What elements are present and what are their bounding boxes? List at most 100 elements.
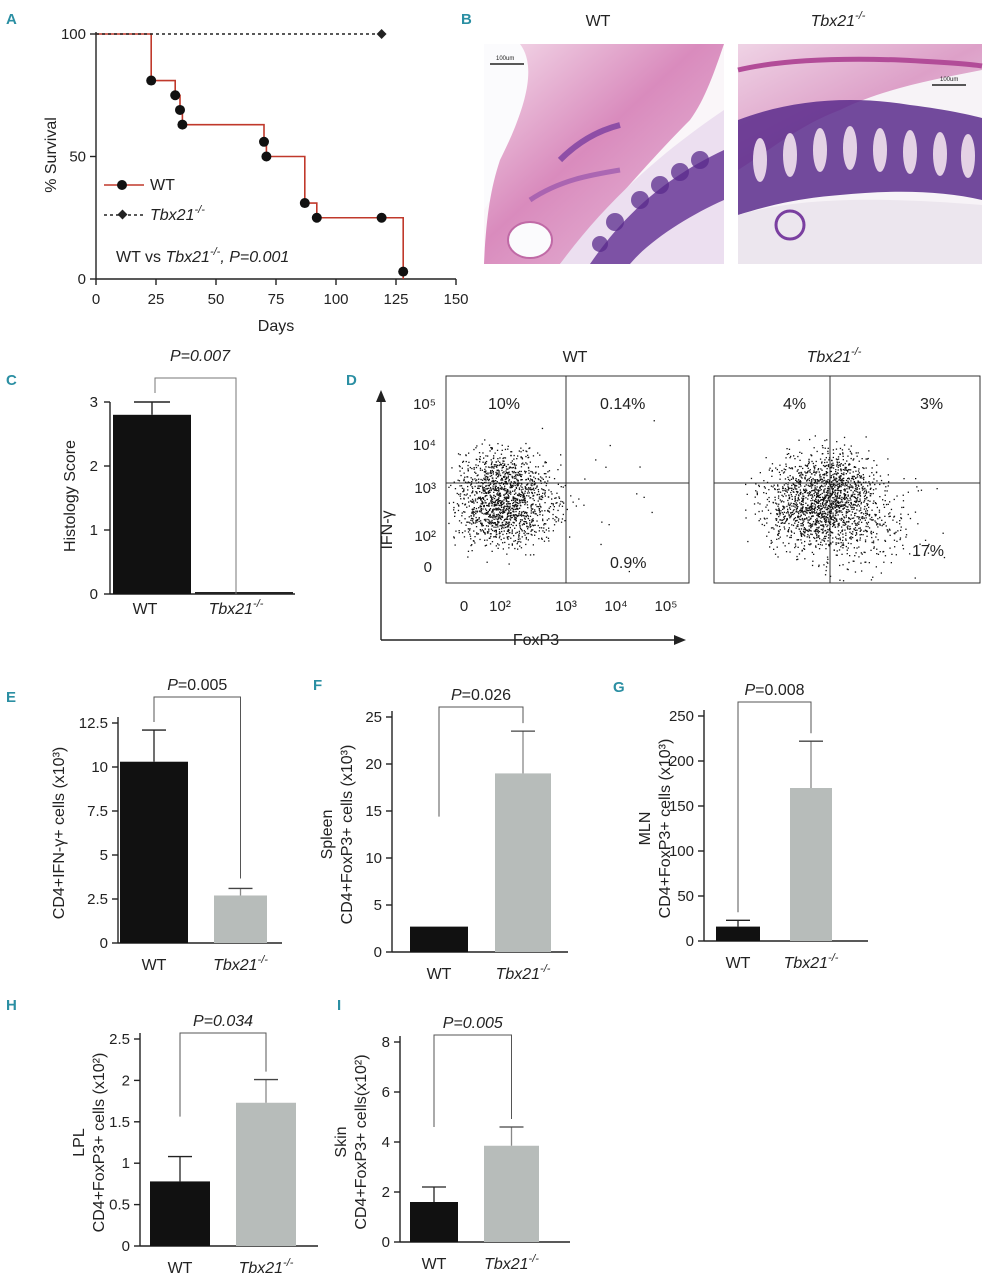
d-tbx21-event [824, 495, 826, 498]
d-tbx21-event [825, 513, 827, 515]
d-wt-event [496, 504, 498, 506]
d-tbx21-event [895, 554, 897, 556]
d-tbx21-event [864, 487, 866, 490]
c-x-tbx21-sup: -/- [253, 598, 264, 610]
d-tbx21-event [860, 517, 863, 519]
d-tbx21-event [819, 458, 822, 460]
d-tbx21-event [856, 509, 858, 511]
d-tbx21-sup: -/- [851, 346, 862, 358]
d-wt-event [528, 487, 530, 489]
d-wt-event [481, 443, 483, 445]
d-wt-event [552, 503, 554, 505]
d-tbx21-event [846, 526, 848, 528]
d-tbx21-event [856, 487, 858, 489]
d-wt-event [499, 495, 502, 497]
d-wt-event [479, 529, 481, 531]
d-tbx21-event [801, 452, 803, 454]
d-tbx21-event [869, 493, 871, 495]
d-tbx21-event [814, 488, 816, 490]
d-tbx21-event [817, 502, 819, 504]
d-tbx21-event [837, 502, 840, 504]
d-tbx21-event [812, 511, 814, 513]
d-tbx21-event [842, 452, 844, 454]
d-tbx21-event [824, 530, 826, 532]
d-wt-event [507, 477, 509, 479]
d-wt-event [507, 508, 510, 510]
d-tbx21-event [852, 477, 854, 479]
d-tbx21-event [868, 506, 870, 508]
d-tbx21-event [808, 535, 810, 537]
g-ytick-label: 100 [669, 843, 694, 860]
d-tbx21-event [795, 478, 797, 480]
d-tbx21-event [879, 524, 881, 526]
d-tbx21-event [802, 506, 804, 508]
d-tbx21-event [798, 513, 800, 515]
d-wt-event [470, 483, 473, 485]
d-wt-event [497, 547, 499, 549]
d-wt-event [536, 505, 538, 508]
e-bar-wt [120, 761, 188, 943]
d-tbx21-event [862, 485, 864, 488]
d-tbx21-event [810, 527, 812, 529]
d-tbx21-event [884, 555, 887, 557]
d-wt-event [503, 525, 505, 527]
d-tbx21-event [820, 499, 823, 501]
d-tbx21-event [794, 458, 796, 460]
d-wt-event [495, 474, 497, 476]
d-wt-event [497, 473, 499, 476]
d-tbx21-event [806, 512, 808, 514]
d-wt-event [541, 538, 543, 540]
d-wt-event [484, 468, 486, 470]
d-tbx21-event [825, 471, 827, 473]
d-tbx21-event [835, 471, 837, 473]
d-wt-event [495, 483, 497, 485]
d-tbx21-event [790, 502, 792, 504]
d-wt-event [512, 505, 514, 507]
d-tbx21-event [746, 493, 748, 495]
d-tbx21-event [807, 467, 809, 469]
d-wt-event [600, 543, 602, 546]
d-tbx21-event [817, 495, 820, 497]
d-tbx21-event [761, 523, 763, 526]
d-wt-event [454, 488, 457, 490]
d-tbx21-event [863, 508, 865, 510]
d-wt-event [455, 530, 457, 532]
d-tbx21-event [809, 544, 811, 546]
d-wt-event [529, 487, 532, 489]
c-ytick-label: 1 [90, 522, 98, 539]
legend-tbx21-marker [117, 209, 128, 220]
d-wt-event [501, 515, 503, 517]
d-tbx21-event [830, 510, 832, 512]
d-tbx21-event [775, 518, 777, 520]
d-tbx21-event [822, 485, 824, 488]
d-tbx21-event [789, 508, 792, 510]
d-tbx21-event [806, 529, 808, 532]
d-tbx21-event [837, 486, 839, 488]
d-tbx21-event [843, 489, 845, 491]
d-wt-event [507, 521, 509, 523]
d-wt-event [478, 487, 480, 490]
d-wt-event [520, 547, 523, 549]
d-tbx21-event [787, 504, 790, 506]
d-tbx21-event [832, 516, 834, 518]
d-tbx21-event [815, 528, 817, 531]
d-wt-event [508, 536, 510, 538]
d-tbx21-event [796, 488, 798, 490]
d-tbx21-event [860, 552, 862, 554]
d-wt-event [515, 517, 517, 519]
d-tbx21-event [809, 540, 811, 542]
d-tbx21-event [802, 519, 804, 521]
d-tbx21-event [777, 513, 779, 515]
d-tbx21-event [856, 539, 858, 541]
d-tbx21-event [795, 545, 797, 547]
d-wt-event [544, 461, 546, 463]
wt-survival-point [177, 119, 188, 130]
d-wt-event [488, 516, 490, 518]
d-tbx21-event [826, 561, 828, 563]
d-tbx21-event [838, 549, 841, 551]
d-tbx21-event [874, 513, 876, 516]
d-tbx21-event [812, 523, 814, 525]
d-wt-event [485, 511, 488, 514]
d-tbx21-event [811, 515, 813, 518]
d-tbx21-event [791, 495, 793, 498]
